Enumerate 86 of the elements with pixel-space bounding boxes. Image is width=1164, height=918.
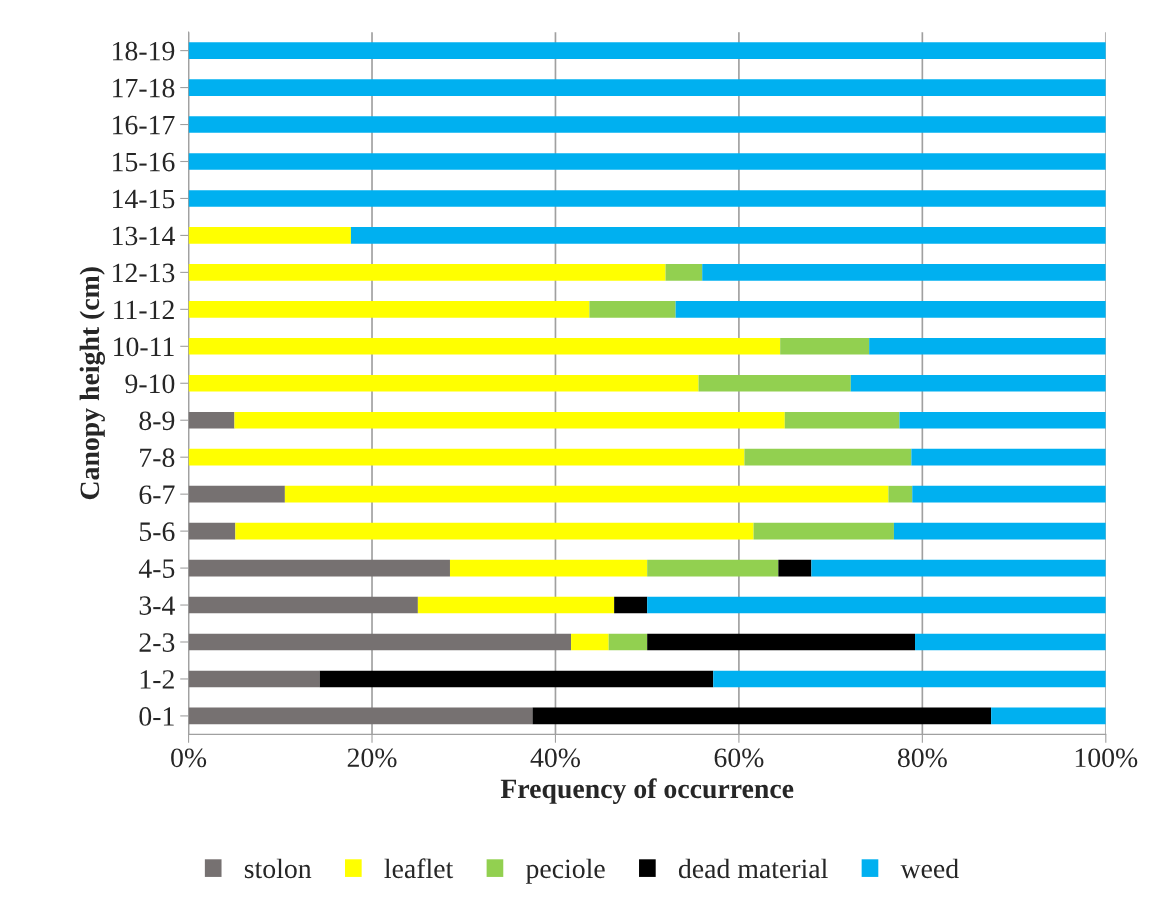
bar xyxy=(188,116,1106,133)
bar xyxy=(778,559,812,577)
y-tick-label: 9-10 xyxy=(125,374,175,394)
bar xyxy=(188,596,418,614)
bar xyxy=(188,559,450,577)
x-tick-label: 80% xyxy=(897,748,947,768)
bar xyxy=(188,374,699,392)
bar xyxy=(188,190,1106,207)
bar xyxy=(784,411,900,429)
bar xyxy=(188,264,666,281)
x-tick-label: 20% xyxy=(347,748,397,768)
y-tick-label: 7-8 xyxy=(140,448,175,468)
bar xyxy=(417,596,615,614)
bar xyxy=(188,411,235,429)
bar xyxy=(991,707,1106,725)
legend-label: weed xyxy=(900,858,959,879)
bar xyxy=(698,374,851,392)
bar xyxy=(284,485,889,503)
y-tick-label: 13-14 xyxy=(113,226,175,246)
bar xyxy=(647,596,1106,614)
bar xyxy=(188,485,285,503)
legend-label: leaflet xyxy=(384,858,454,879)
bar xyxy=(911,448,1106,466)
bar xyxy=(188,670,320,688)
bar xyxy=(188,337,781,355)
y-axis-title: Canopy height (cm) xyxy=(79,267,106,500)
x-tick-label: 0% xyxy=(171,748,207,768)
bar xyxy=(449,559,648,577)
bar xyxy=(188,522,236,540)
bar xyxy=(744,448,912,466)
bar xyxy=(188,227,351,244)
bar xyxy=(915,633,1106,651)
bar xyxy=(188,301,590,318)
bar xyxy=(780,337,870,355)
bar xyxy=(188,707,533,725)
bar xyxy=(811,559,1106,577)
bar xyxy=(235,522,754,540)
bar xyxy=(589,301,676,318)
bar xyxy=(899,411,1106,429)
bar xyxy=(188,153,1106,170)
bar xyxy=(188,79,1106,96)
bar xyxy=(665,264,703,281)
bar xyxy=(188,42,1106,59)
bar xyxy=(319,670,714,688)
x-axis-title: Frequency of occurrence xyxy=(500,778,794,804)
legend-label: peciole xyxy=(525,858,605,884)
y-tick-label: 6-7 xyxy=(139,485,175,505)
y-tick-label: 0-1 xyxy=(139,707,174,726)
bar xyxy=(608,633,648,651)
bar xyxy=(893,522,1106,540)
bar xyxy=(912,485,1106,503)
bar xyxy=(850,374,1106,392)
y-tick-label: 2-3 xyxy=(139,633,175,652)
y-tick-label: 16-17 xyxy=(113,115,175,135)
bar xyxy=(350,227,1106,244)
y-tick-label: 14-15 xyxy=(113,189,175,209)
y-tick-label: 4-5 xyxy=(138,559,175,578)
bar xyxy=(614,596,648,614)
x-tick-label: 40% xyxy=(530,748,580,768)
y-tick-label: 12-13 xyxy=(113,263,175,283)
bar xyxy=(888,485,913,503)
y-tick-label: 11-12 xyxy=(114,300,174,319)
bar xyxy=(532,707,992,725)
bar xyxy=(647,559,779,577)
bar xyxy=(188,633,572,651)
y-tick-label: 5-6 xyxy=(139,522,175,542)
y-tick-label: 15-16 xyxy=(113,152,175,172)
y-tick-label: 18-19 xyxy=(113,41,175,61)
y-tick-label: 17-18 xyxy=(113,78,175,98)
bar xyxy=(753,522,894,540)
y-tick-label: 10-11 xyxy=(114,337,174,357)
y-tick-label: 1-2 xyxy=(140,670,174,689)
bar xyxy=(869,337,1106,355)
x-tick-label: 100% xyxy=(1075,748,1138,768)
bar xyxy=(571,633,609,651)
bar xyxy=(234,411,785,429)
bar xyxy=(188,448,745,466)
y-tick-label: 3-4 xyxy=(139,596,175,615)
legend-label: dead material xyxy=(678,858,828,879)
bar xyxy=(647,633,916,651)
bar xyxy=(675,301,1106,318)
bar xyxy=(702,264,1106,281)
bar xyxy=(713,670,1106,688)
y-tick-label: 8-9 xyxy=(139,411,175,431)
legend-label: stolon xyxy=(244,858,312,879)
x-tick-label: 60% xyxy=(714,748,764,768)
